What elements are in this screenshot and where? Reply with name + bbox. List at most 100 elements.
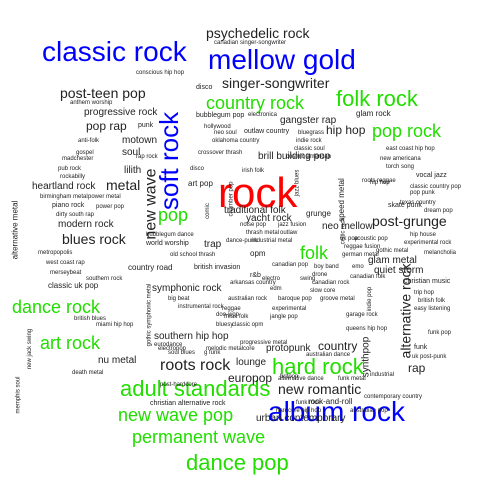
word-boy-band: boy band	[314, 264, 339, 270]
word-gangster-rap: gangster rap	[280, 115, 337, 126]
word-australian-rock: australian rock	[228, 296, 268, 302]
word-dream-pop: dream pop	[424, 208, 453, 214]
word-uk-post-punk: uk post-punk	[412, 354, 447, 360]
word-dirty-south-rap: dirty south rap	[56, 212, 95, 218]
word-progressive-rock: progressive rock	[84, 107, 158, 118]
word-mellow-gold: mellow gold	[208, 44, 356, 75]
word-pop-rap: pop rap	[86, 119, 127, 133]
word-adult-standards: adult standards	[120, 376, 271, 401]
word-thrash-metal: thrash metal	[246, 230, 280, 236]
word-post-teen-pop: post-teen pop	[60, 85, 146, 101]
word-merseybeat: merseybeat	[50, 270, 82, 276]
word-protopunk: protopunk	[266, 343, 311, 354]
word-progressive-metal: progressive metal	[240, 340, 288, 346]
word-australian-pop: australian pop	[350, 408, 388, 414]
word-british-folk: british folk	[418, 298, 446, 304]
word-pop-rock: pop rock	[372, 121, 442, 141]
word-opm: opm	[250, 249, 266, 258]
word-electronica: electronica	[248, 112, 278, 118]
word-swing: swing	[300, 276, 316, 282]
word-nu-metal: nu metal	[98, 355, 137, 366]
word-permanent-wave: permanent wave	[132, 427, 266, 447]
word-country-rock: country rock	[206, 93, 305, 113]
word-emo: emo	[352, 264, 364, 270]
word-lilith: lilith	[124, 165, 142, 176]
word-southern-hip-hop: southern hip hop	[154, 331, 229, 342]
word-dance-rock: dance rock	[12, 297, 101, 317]
word-crossover-thrash: crossover thrash	[198, 150, 243, 156]
word-irish-folk: irish folk	[242, 168, 265, 174]
word-bubblegum-dance: bubblegum dance	[146, 232, 194, 238]
word-alternative-dance: alternative dance	[278, 376, 324, 382]
word-blues-rock: blues rock	[62, 231, 126, 247]
word-experimental-rock: experimental rock	[404, 240, 452, 246]
word-reggae-fusion: reggae fusion	[344, 244, 381, 250]
word-classic-opm: classic opm	[232, 322, 264, 328]
word-canadian-folk: canadian folk	[350, 274, 386, 280]
word-country-road: country road	[128, 263, 173, 272]
word-classic-country-pop: classic country pop	[410, 184, 462, 190]
word-baroque-pop: baroque pop	[278, 296, 312, 302]
word-pop: pop	[158, 205, 189, 225]
word-country: country	[318, 339, 358, 353]
word-bluegrass: bluegrass	[298, 130, 325, 136]
word-uk-pop: uk pop	[340, 236, 359, 242]
word-big-beat: big beat	[168, 296, 190, 302]
word-british-blues: british blues	[74, 316, 107, 322]
word-indie-pop: indie pop	[367, 286, 374, 312]
word-soul-blues: soul blues	[168, 350, 196, 356]
word-gospel: gospel	[76, 150, 94, 156]
word-post-grunge: post-grunge	[372, 213, 447, 229]
word-indie-rock: indie rock	[296, 138, 322, 144]
word-psychedelic-rock: psychedelic rock	[206, 25, 310, 41]
word-post-hardcore: post-hardcore	[160, 382, 198, 388]
word-jangle-pop: jangle pop	[270, 314, 298, 320]
word-heartland-rock: heartland rock	[32, 181, 96, 192]
word-doo-wop: doo-wop	[216, 312, 240, 318]
word-alternative-rock: alternative rock	[397, 263, 414, 359]
word-europop: europop	[228, 371, 273, 385]
word-trap: trap	[204, 239, 222, 250]
word-acoustic-pop: acoustic pop	[354, 236, 388, 242]
word-motown: motown	[122, 135, 158, 146]
word-texas-country: texas country	[400, 200, 436, 206]
word-urban-contemporary: urban contemporary	[256, 413, 346, 424]
word-industrial: industrial	[370, 372, 395, 378]
word-east-coast-hip-hop: east coast hip hop	[386, 146, 435, 152]
word-classic-rock: classic rock	[42, 36, 187, 67]
word-metropopolis: metropopolis	[38, 250, 73, 256]
word-britpop: britpop	[280, 374, 299, 380]
word-rock: rock	[218, 169, 298, 216]
word-conscious-hip-hop: conscious hip hop	[136, 70, 185, 76]
word-british-invasion: british invasion	[194, 264, 241, 271]
word-brill-building-pop: brill building pop	[258, 151, 331, 162]
word-hardcore-hip-hop: hardcore hip hop	[276, 408, 322, 414]
word-anthem-worship: anthem worship	[70, 100, 113, 106]
word-drone: drone	[312, 272, 328, 278]
word-canadian-singer-songwriter: canadian singer-songwriter	[214, 40, 287, 46]
word-melancholia: melancholia	[424, 250, 457, 256]
word-oklahoma-country: oklahoma country	[212, 138, 260, 144]
word-album-rock: album rock	[268, 396, 405, 427]
word-modern-rock: modern rock	[58, 219, 114, 230]
word-groove-metal: groove metal	[320, 296, 355, 302]
word-memphis-soul: memphis soul	[15, 376, 22, 414]
word-punk: punk	[138, 122, 154, 129]
word-canadian-pop: canadian pop	[272, 262, 309, 268]
word-metal: metal	[106, 177, 141, 193]
word-trip-hop: trip hop	[414, 290, 435, 296]
word-west-coast-rap: west coast rap	[46, 260, 85, 266]
word-yacht-rock: yacht rock	[246, 213, 292, 224]
word-art-pop: art pop	[188, 179, 213, 188]
word-jazz-fusion: jazz fusion	[278, 222, 307, 228]
word-arkansas-country: arkansas country	[230, 280, 276, 286]
word-freak-folk: freak folk	[224, 314, 249, 320]
word-soul: soul	[122, 147, 141, 158]
word-outlaw-country: outlaw country	[244, 128, 290, 135]
word-outlaw: outlaw	[280, 230, 298, 236]
word-experimental: experimental	[272, 306, 307, 312]
word-classic-uk-pop: classic uk pop	[48, 281, 99, 290]
word-vocal-jazz: vocal jazz	[416, 172, 447, 179]
word-canadian-rock: canadian rock	[312, 280, 350, 286]
word-funk-metal: funk metal	[338, 376, 366, 382]
